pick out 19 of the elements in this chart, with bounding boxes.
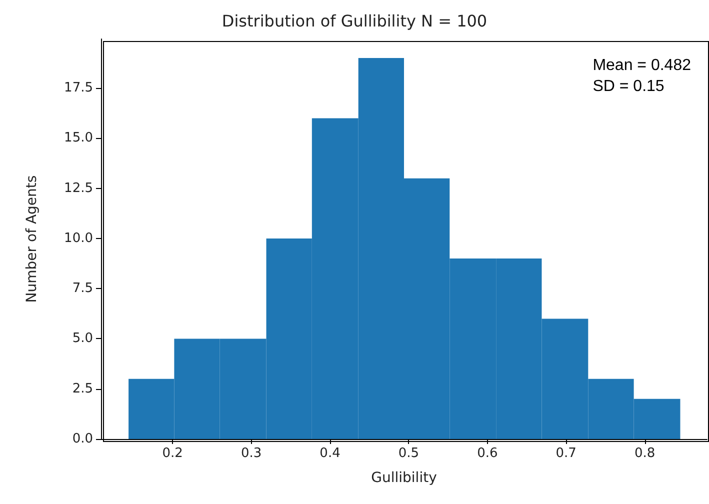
x-tick-label: 0.4 <box>320 446 340 461</box>
x-axis-title: Gullibility <box>371 470 437 486</box>
y-tick-label: 5.0 <box>72 331 93 346</box>
x-tick-label: 0.8 <box>634 446 656 461</box>
y-axis-title: Number of Agents <box>24 175 40 303</box>
annotation: Mean = 0.482 SD = 0.15 <box>592 57 692 95</box>
y-tick-label: 10.0 <box>64 231 93 246</box>
x-tick-label: 0.3 <box>240 446 262 461</box>
y-tick-label: 15.0 <box>64 130 93 146</box>
x-tick-label: 0.6 <box>477 446 498 461</box>
y-tick-label: 2.5 <box>72 381 93 396</box>
y-tick-label: 17.5 <box>64 80 93 96</box>
y-tick-label: 12.5 <box>64 180 93 196</box>
chart-title: Distribution of Gullibility N = 100 <box>222 12 488 30</box>
x-tick-label: 0.7 <box>556 446 576 461</box>
x-tick-label: 0.5 <box>398 446 420 461</box>
y-tick-label: 0.0 <box>72 432 93 446</box>
x-tick-label: 0.2 <box>162 446 183 461</box>
y-tick-label: 7.5 <box>72 281 93 296</box>
